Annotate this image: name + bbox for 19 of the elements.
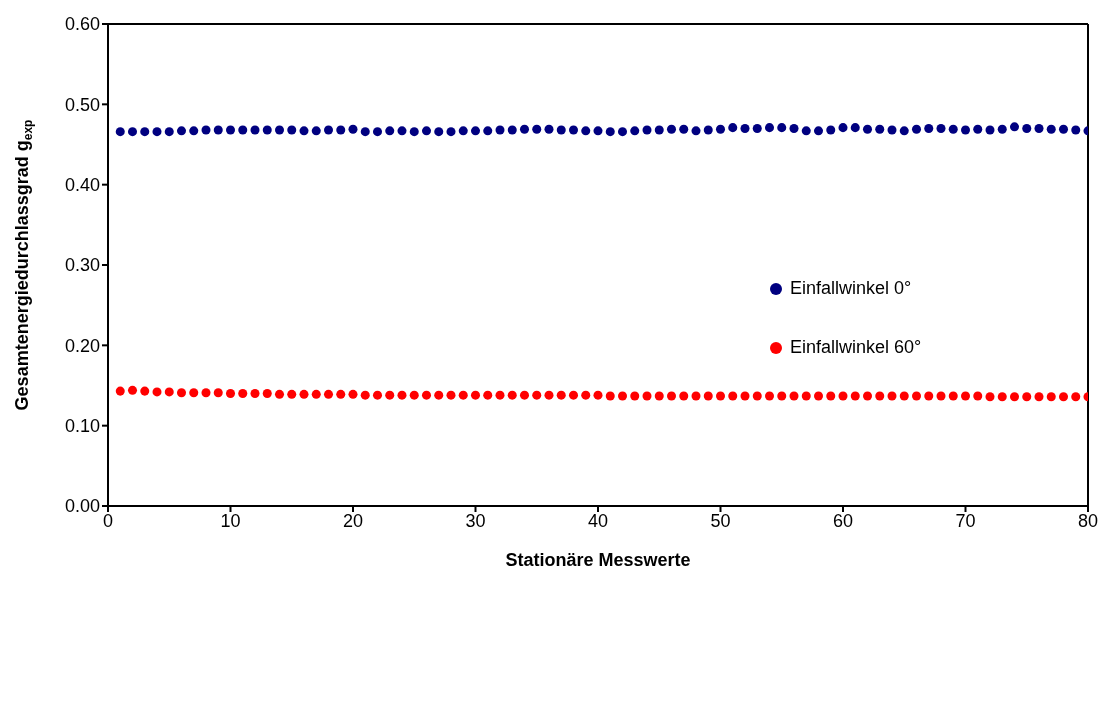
- x-tick-label: 10: [220, 510, 241, 531]
- x-axis-title: Stationäre Messwerte: [505, 550, 691, 570]
- y-tick-label: 0.10: [64, 416, 100, 437]
- legend-label: Einfallwinkel 60°: [790, 337, 922, 358]
- x-tick-label: 80: [1077, 510, 1099, 531]
- x-tick-label: 0: [102, 510, 114, 531]
- y-tick-label: 0.60: [64, 14, 100, 35]
- legend-label: Einfallwinkel 0°: [790, 278, 912, 299]
- y-tick-label: 0.40: [64, 175, 100, 196]
- y-tick-label: 0.00: [64, 496, 100, 517]
- x-tick-label: 50: [710, 510, 731, 531]
- x-tick-label: 20: [342, 510, 364, 531]
- x-tick-label: 70: [955, 510, 976, 531]
- x-tick-label: 60: [832, 510, 854, 531]
- y-tick-label: 0.20: [64, 335, 100, 356]
- x-tick-label: 30: [465, 510, 486, 531]
- y-tick-label: 0.30: [64, 255, 100, 276]
- x-tick-label: 40: [587, 510, 609, 531]
- y-tick-label: 0.50: [64, 94, 100, 115]
